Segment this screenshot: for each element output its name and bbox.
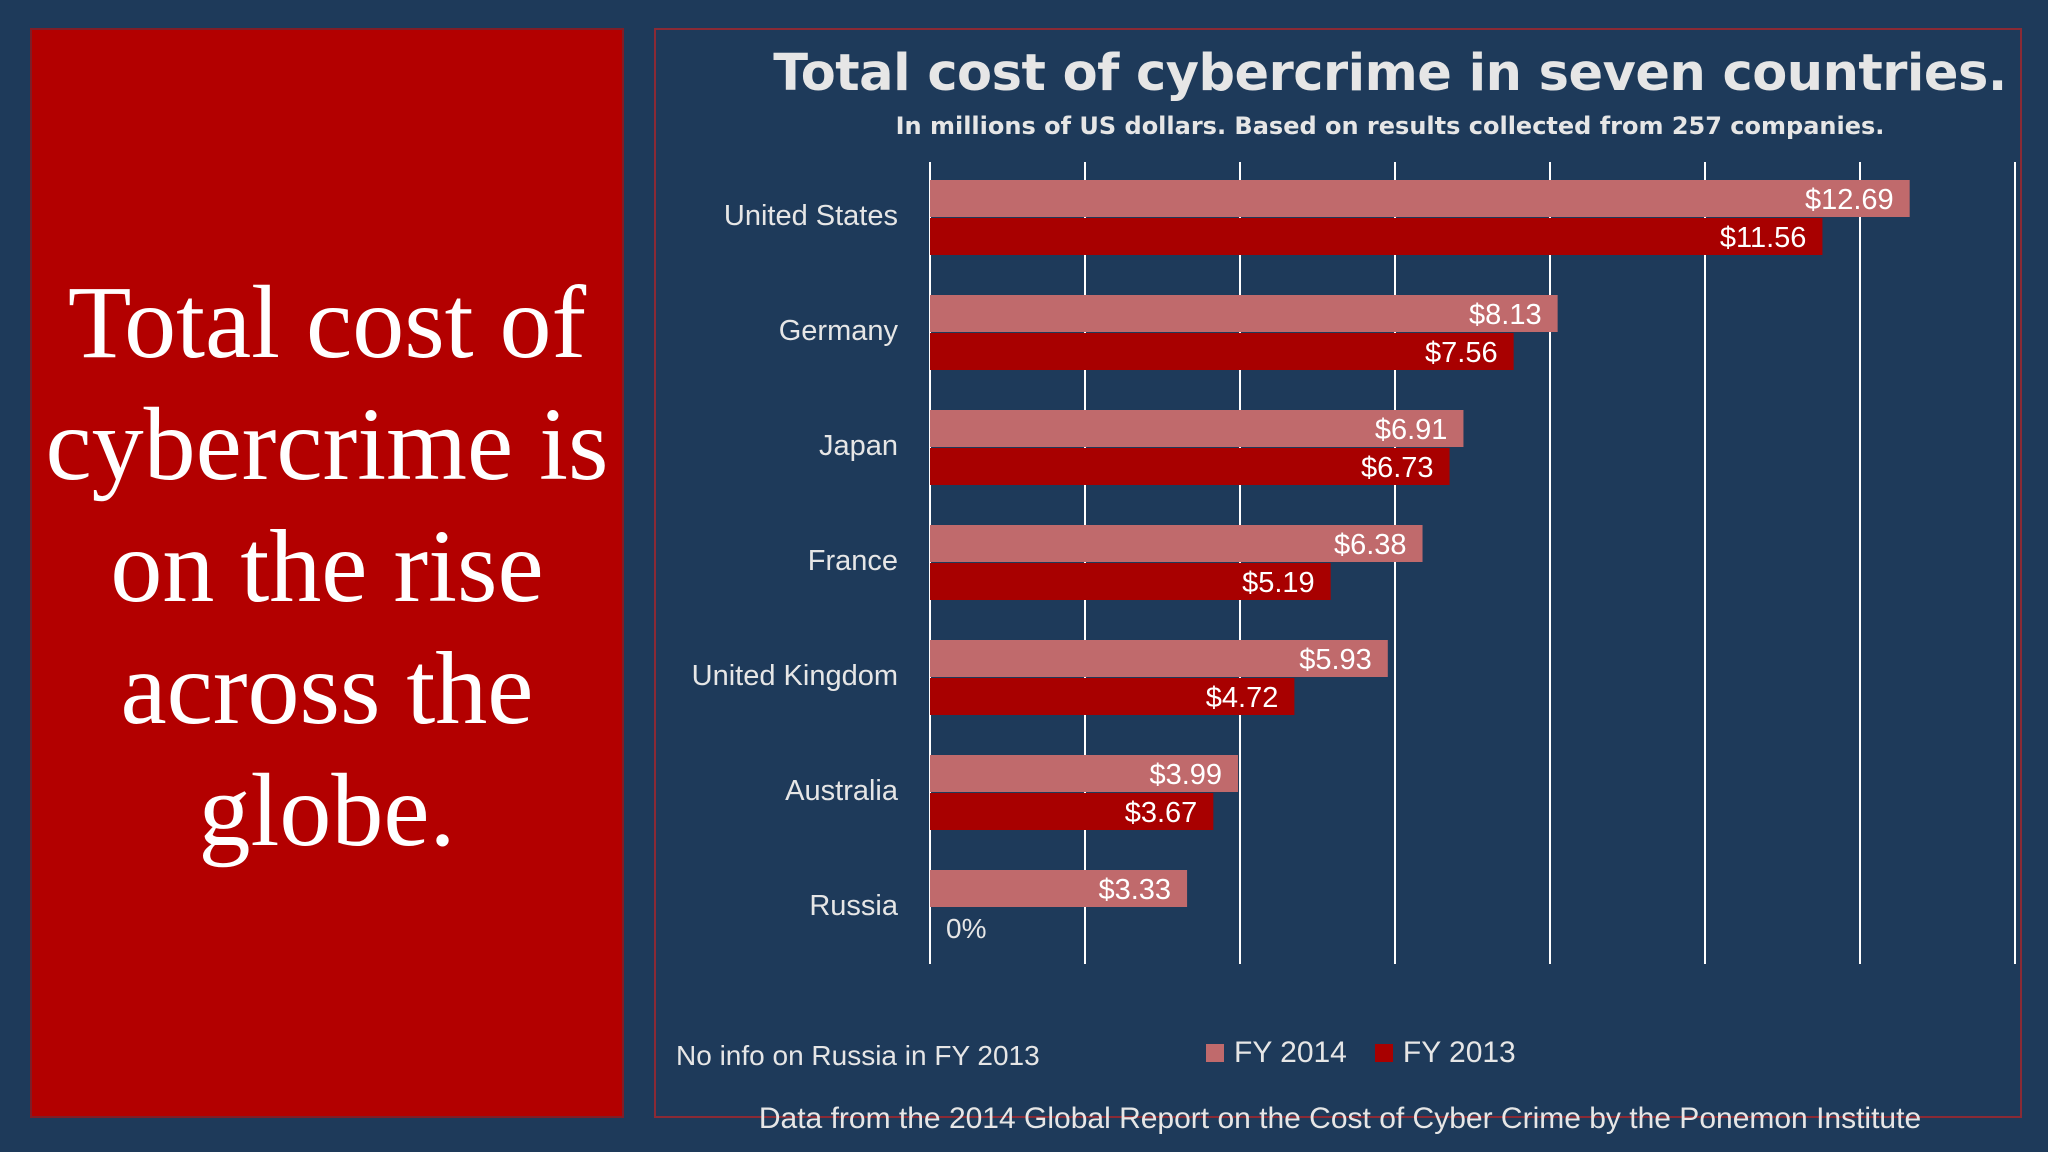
data-label-fy2014: $12.69 (1805, 184, 1894, 216)
bar-fy2014 (930, 755, 1239, 792)
chart-title: Total cost of cybercrime in seven countr… (773, 44, 2007, 103)
category-label: United Kingdom (692, 660, 898, 692)
bar-fy2013 (930, 563, 1331, 600)
data-label-fy2014: $8.13 (1469, 299, 1542, 331)
source-credit: Data from the 2014 Global Report on the … (758, 1102, 1922, 1135)
category-label: Russia (809, 890, 899, 922)
bar-fy2013 (930, 678, 1295, 715)
bar-fy2014 (930, 870, 1188, 907)
bar-fy2014 (930, 525, 1423, 562)
bar-fy2013 (930, 793, 1214, 830)
data-label-fy2014: $5.93 (1299, 644, 1372, 676)
bar-fy2013 (930, 448, 1450, 485)
bar-fy2013 (930, 218, 1823, 255)
chart-panel: United States $12.69 $11.56 Germany $8.13 $7.… (654, 28, 2022, 1135)
bar-fy2014 (930, 410, 1464, 447)
category-label: Japan (819, 430, 898, 462)
chart-legend: FY 2014 FY 2013 (1206, 1036, 1516, 1070)
data-label-fy2014: $3.33 (1098, 874, 1171, 906)
category-label: Germany (779, 315, 899, 347)
data-label-fy2013: $4.72 (1206, 682, 1279, 714)
category-label: United States (724, 200, 898, 232)
data-label-fy2013: $5.19 (1242, 567, 1315, 599)
category-label: France (808, 545, 898, 577)
legend-swatch-fy2013 (1374, 1044, 1393, 1062)
headline-text: Total cost of cybercrime is on the rise … (45, 265, 609, 868)
data-label-fy2014: $6.91 (1375, 414, 1448, 446)
data-label-fy2013: $6.73 (1361, 452, 1434, 484)
chart-subtitle: In millions of US dollars. Based on resu… (895, 112, 1885, 140)
data-label-fy2013: $7.56 (1425, 337, 1498, 369)
axis-zero-label: 0% (946, 913, 986, 944)
russia-note: No info on Russia in FY 2013 (676, 1040, 1040, 1071)
bar-chart: United States $12.69 $11.56 Germany $8.13 $7.… (692, 162, 2016, 964)
legend-item-fy2014: FY 2014 (1206, 1036, 1347, 1070)
headline-panel: Total cost of cybercrime is on the rise … (30, 28, 624, 1118)
data-label-fy2014: $3.99 (1149, 759, 1222, 791)
category-label: Australia (785, 775, 899, 807)
legend-item-fy2013: FY 2013 (1374, 1036, 1516, 1070)
bar-fy2014 (930, 180, 1910, 217)
legend-label-fy2014: FY 2014 (1234, 1036, 1347, 1069)
bar-fy2014 (930, 295, 1558, 332)
legend-label-fy2013: FY 2013 (1402, 1036, 1516, 1069)
bar-fy2013 (930, 333, 1514, 370)
data-label-fy2014: $6.38 (1334, 529, 1407, 561)
data-label-fy2013: $11.56 (1720, 222, 1807, 254)
legend-swatch-fy2014 (1206, 1044, 1224, 1062)
bar-fy2014 (930, 640, 1388, 677)
data-label-fy2013: $3.67 (1125, 797, 1198, 829)
